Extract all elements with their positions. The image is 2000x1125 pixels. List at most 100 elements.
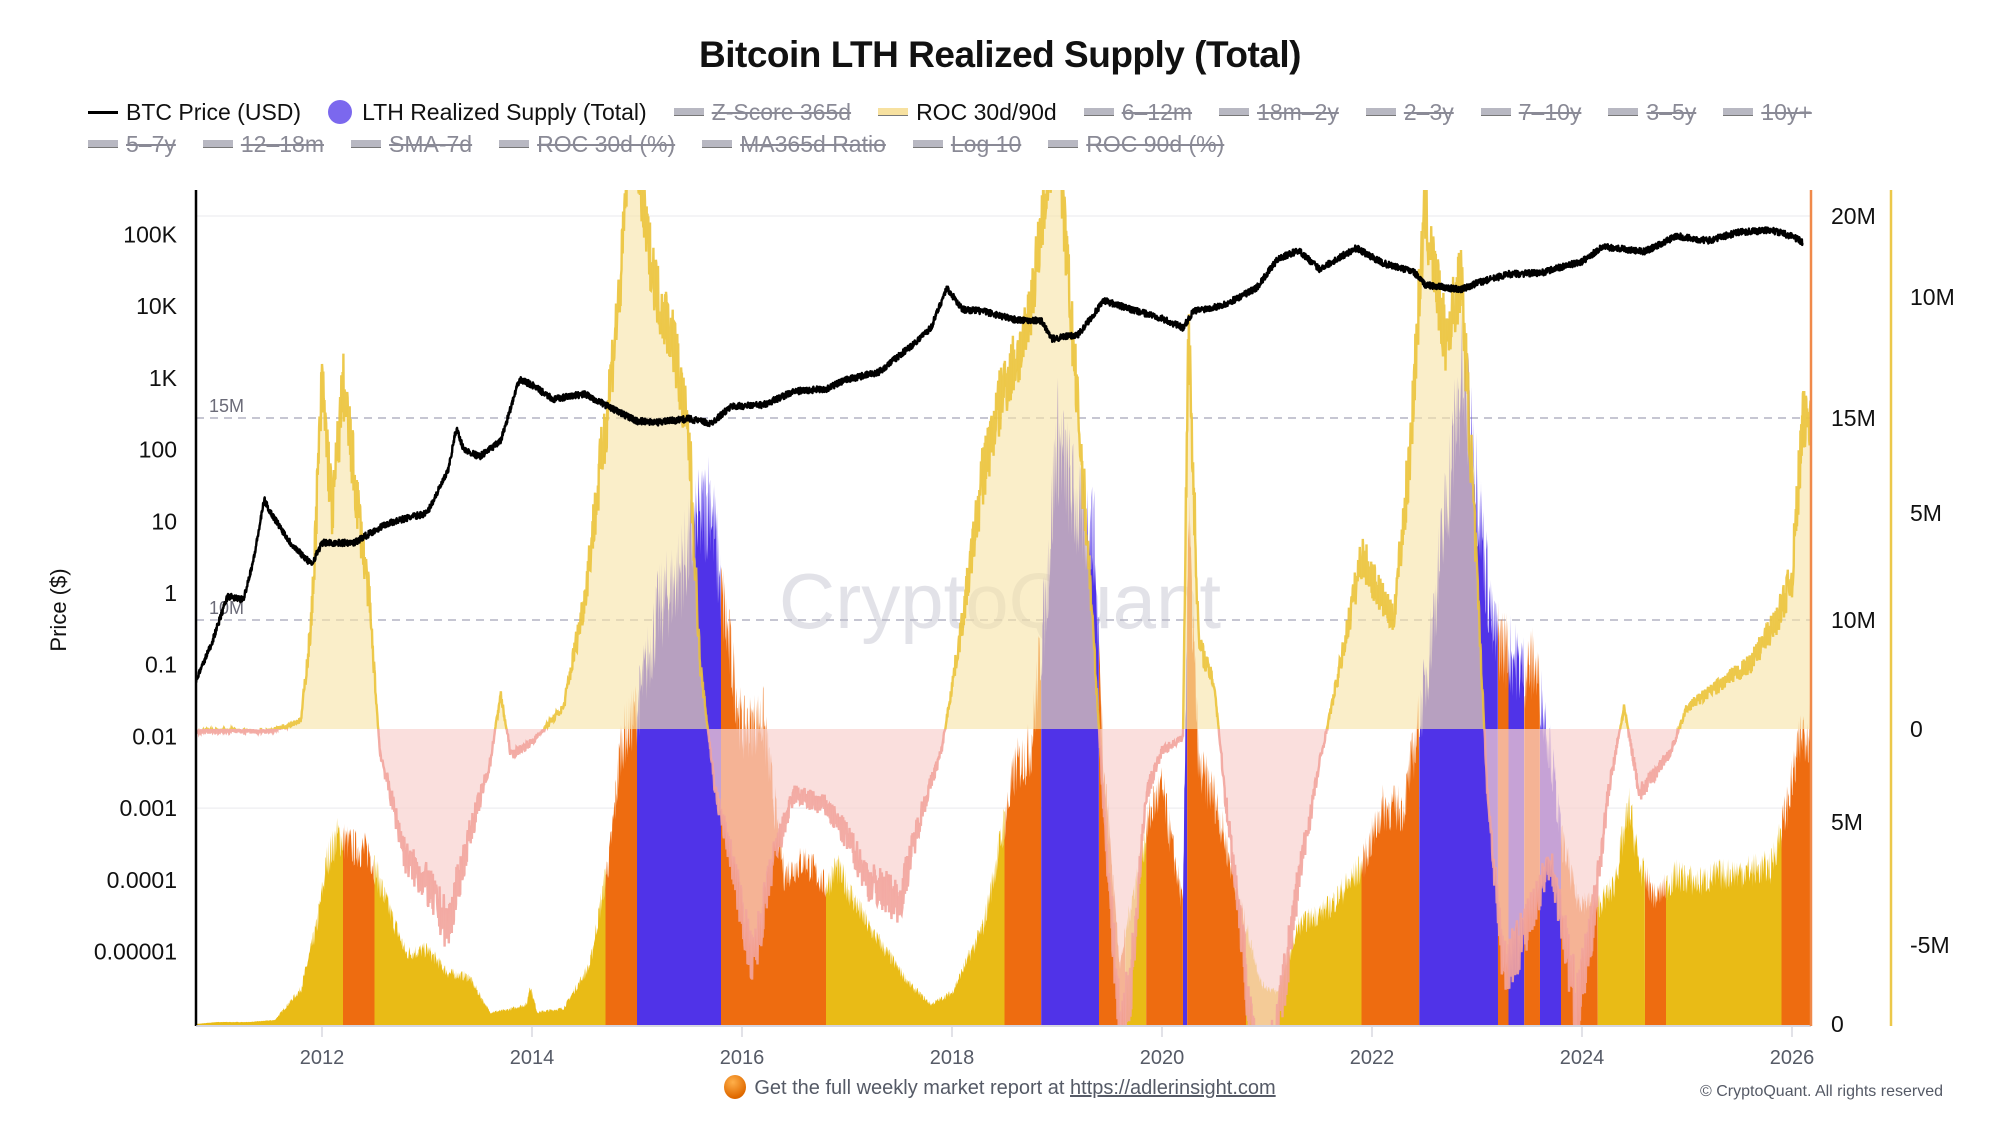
- legend-swatch-icon: [702, 140, 733, 148]
- supply-tick-label: 0: [1831, 1011, 1844, 1037]
- roc-positive-area: [197, 190, 1811, 729]
- legend-swatch-icon: [1365, 108, 1396, 116]
- price-tick-label: 100: [139, 437, 177, 463]
- legend-label: 10y+: [1761, 98, 1812, 125]
- roc-tick-label: 0: [1910, 716, 1923, 742]
- roc-tick-label: 5M: [1910, 500, 1942, 526]
- legend-item-r2-6[interactable]: ROC 90d (%): [1048, 131, 1224, 158]
- legend-label: ROC 30d (%): [537, 130, 676, 157]
- legend: BTC Price (USD) LTH Realized Supply (Tota…: [88, 96, 1968, 160]
- left-axis-ticks: 100K 10K 1K 100 10 1 0.1 0.01 0.001 0.0001 0.00001: [94, 222, 178, 965]
- legend-swatch-icon: [1608, 108, 1639, 116]
- x-tick-label: 2022: [1350, 1047, 1395, 1069]
- legend-label: 18m–2y: [1257, 98, 1339, 125]
- price-tick-label: 100K: [123, 222, 177, 248]
- legend-item-r1-8[interactable]: 3–5y: [1608, 99, 1696, 126]
- supply-column-orange: [1187, 497, 1246, 1025]
- roc-tick-label: -5M: [1910, 932, 1950, 958]
- supply-column-orange: [1146, 767, 1183, 1025]
- legend-item-r2-1[interactable]: 12–18m: [202, 131, 324, 158]
- price-tick-label: 1K: [149, 365, 178, 391]
- supply-column-yellow: [826, 808, 1005, 1025]
- supply-column-orange: [1004, 635, 1042, 1025]
- legend-item-r2-5[interactable]: Log 10: [912, 130, 1022, 158]
- legend-item-r1-0[interactable]: BTC Price (USD): [88, 99, 301, 126]
- footer-note: Get the full weekly market report at htt…: [0, 1075, 2000, 1100]
- legend-label: 3–5y: [1646, 98, 1697, 125]
- legend-label: ROC 30d/90d: [916, 98, 1057, 125]
- legend-label: 6–12m: [1121, 98, 1193, 125]
- legend-swatch-icon: [1048, 140, 1079, 148]
- legend-item-r2-2[interactable]: SMA-7d: [351, 131, 472, 158]
- copyright: © CryptoQuant. All rights reserved: [1700, 1083, 1943, 1100]
- x-tick-label: 2012: [300, 1047, 345, 1069]
- legend-swatch-icon: [499, 140, 530, 148]
- right-axis-ticks: 20M 15M 10M 5M 0 10M 5M 0 -5M: [1831, 203, 1955, 1037]
- x-tick-label: 2014: [510, 1047, 555, 1069]
- legend-label: Z-Score 365d: [711, 98, 852, 125]
- supply-column-orange: [1645, 863, 1666, 1025]
- legend-swatch-icon: [88, 140, 118, 148]
- legend-swatch-icon: [351, 140, 381, 148]
- btc-price-line: [197, 226, 1804, 683]
- legend-swatch-icon: [1723, 108, 1754, 116]
- supply-column-yellow: [1597, 787, 1645, 1025]
- legend-item-r1-5[interactable]: 18m–2y: [1219, 99, 1339, 126]
- roc-negative: [197, 729, 1811, 1025]
- legend-item-r1-9[interactable]: 10y+: [1723, 99, 1812, 126]
- price-tick-label: 1: [164, 580, 177, 606]
- supply-column-orange: [1099, 641, 1126, 1025]
- legend-item-r2-0[interactable]: 5–7y: [88, 131, 176, 158]
- legend-swatch-icon: [88, 110, 118, 114]
- legend-swatch-icon: [878, 108, 909, 116]
- legend-row-1: BTC Price (USD) LTH Realized Supply (Tota…: [88, 96, 1968, 128]
- supply-tick-label: 20M: [1831, 203, 1876, 229]
- legend-swatch-icon: [912, 140, 943, 148]
- supply-tick-label: 10M: [1831, 607, 1876, 633]
- legend-row-2: 5–7y 12–18m SMA-7d ROC 30d (%) MA365d Ratio L…: [88, 128, 1968, 160]
- legend-label: BTC Price (USD): [126, 98, 302, 125]
- x-tick-label: 2020: [1140, 1047, 1185, 1069]
- legend-swatch-icon: [328, 100, 353, 124]
- legend-label: ROC 90d (%): [1086, 130, 1225, 157]
- supply-column-yellow: [197, 818, 343, 1025]
- price-line: [197, 226, 1804, 683]
- x-tick-label: 2026: [1770, 1047, 1815, 1069]
- supply-tick-label: 15M: [1831, 405, 1876, 431]
- legend-item-r2-4[interactable]: MA365d Ratio: [702, 131, 886, 158]
- legend-label: Log 10: [950, 130, 1022, 157]
- price-tick-label: 0.1: [145, 652, 177, 678]
- roc-positive: [197, 190, 1811, 729]
- roc-negative-line: [197, 729, 1682, 1025]
- price-tick-label: 0.001: [119, 795, 177, 821]
- legend-swatch-icon: [1219, 108, 1250, 116]
- axes: [194, 190, 1893, 1027]
- price-tick-label: 0.0001: [107, 867, 177, 893]
- legend-swatch-icon: [673, 108, 704, 116]
- legend-item-r1-1[interactable]: LTH Realized Supply (Total): [328, 99, 647, 126]
- supply-column-yellow: [374, 855, 606, 1025]
- legend-swatch-icon: [1480, 108, 1511, 116]
- report-link[interactable]: https://adlerinsight.com: [1070, 1077, 1276, 1099]
- supply-column-orange: [343, 823, 375, 1025]
- guide-label: 10M: [209, 598, 244, 618]
- y-axis-label: Price ($): [46, 568, 71, 651]
- roc-area: [197, 190, 1811, 1025]
- legend-item-r1-3[interactable]: ROC 30d/90d: [878, 99, 1057, 126]
- x-tick-label: 2016: [720, 1047, 765, 1069]
- orange-ball-icon: [724, 1075, 747, 1099]
- legend-item-r1-4[interactable]: 6–12m: [1083, 98, 1193, 126]
- price-tick-label: 10K: [136, 293, 178, 319]
- supply-column-yellow: [1246, 855, 1362, 1025]
- roc-negative-area: [197, 729, 1811, 1025]
- legend-item-r1-2[interactable]: Z-Score 365d: [673, 98, 852, 126]
- supply-column-yellow: [1666, 823, 1782, 1025]
- roc-tick-label: 10M: [1910, 284, 1955, 310]
- legend-item-r1-7[interactable]: 7–10y: [1480, 98, 1582, 126]
- roc-positive-line: [198, 190, 1811, 729]
- legend-label: MA365d Ratio: [740, 130, 886, 157]
- footer-note-text: Get the full weekly market report at: [754, 1077, 1065, 1099]
- legend-label: 7–10y: [1518, 98, 1582, 125]
- legend-item-r2-3[interactable]: ROC 30d (%): [499, 131, 675, 158]
- legend-item-r1-6[interactable]: 2–3y: [1365, 99, 1454, 126]
